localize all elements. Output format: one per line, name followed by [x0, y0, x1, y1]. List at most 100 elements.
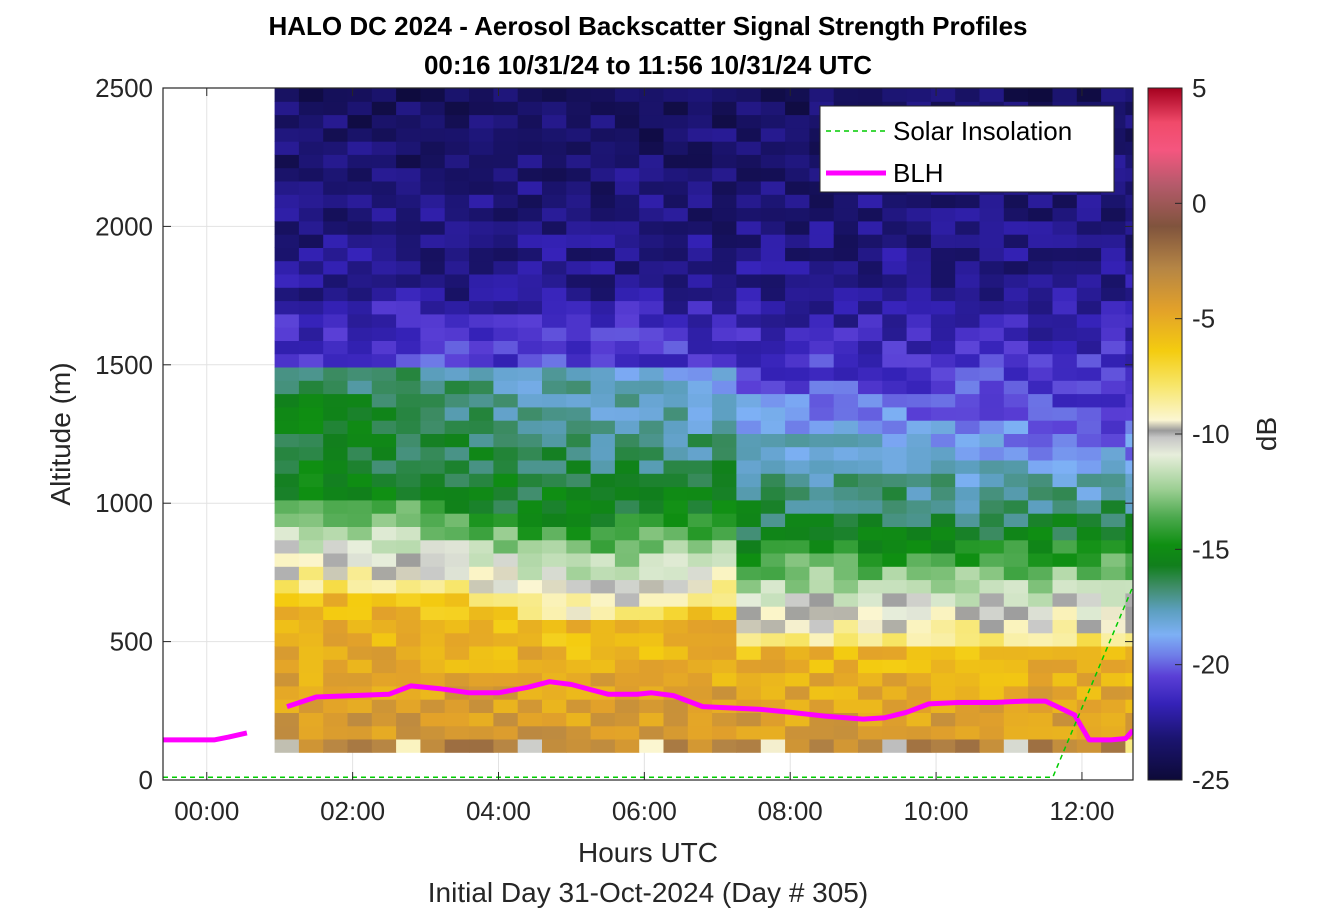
heatmap-cell [785, 632, 810, 647]
heatmap-cell [347, 632, 373, 647]
heatmap-cell [614, 88, 640, 102]
heatmap-cell [396, 632, 421, 647]
heatmap-cell [1101, 632, 1126, 647]
heatmap-cell [1076, 473, 1102, 488]
heatmap-cell [347, 313, 373, 328]
heatmap-cell [347, 327, 373, 341]
heatmap-cell [566, 420, 592, 434]
heatmap-cell [347, 473, 373, 488]
heatmap-cell [1101, 672, 1126, 687]
heatmap-cell [736, 274, 762, 288]
heatmap-cell [590, 446, 616, 461]
heatmap-cell [760, 526, 786, 541]
heatmap-cell [1028, 234, 1053, 248]
heatmap-cell [614, 101, 640, 116]
heatmap-cell [614, 406, 640, 421]
heatmap-cell [930, 539, 956, 554]
heatmap-cell [906, 313, 932, 328]
heatmap-cell [955, 566, 980, 581]
heatmap-cell [882, 287, 908, 302]
heatmap-cell [542, 420, 567, 434]
heatmap-cell [396, 725, 421, 740]
heatmap-cell [1052, 88, 1078, 102]
heatmap-cell [639, 367, 664, 381]
heatmap-cell [298, 287, 324, 302]
heatmap-cell [444, 473, 470, 488]
heatmap-cell [712, 406, 737, 421]
heatmap-cell [469, 592, 494, 607]
heatmap-cell [542, 460, 567, 474]
heatmap-cell [639, 420, 664, 434]
heatmap-cell [930, 380, 956, 395]
heatmap-cell [1003, 499, 1029, 514]
heatmap-cell [1101, 313, 1126, 328]
heatmap-cell [663, 274, 689, 288]
heatmap-cell [1076, 699, 1102, 713]
heatmap-cell [420, 539, 446, 554]
heatmap-cell [979, 659, 1005, 674]
heatmap-cell [785, 646, 810, 660]
heatmap-cell [663, 141, 689, 155]
heatmap-cell [1101, 433, 1126, 448]
heatmap-cell [785, 725, 810, 740]
heatmap-cell [298, 566, 324, 581]
heatmap-cell [274, 353, 300, 368]
heatmap-cell [274, 313, 300, 328]
heatmap-cell [736, 739, 762, 753]
heatmap-cell [493, 274, 519, 288]
heatmap-cell [663, 234, 689, 248]
heatmap-cell [979, 393, 1005, 408]
heatmap-cell [493, 327, 519, 341]
heatmap-cell [712, 114, 737, 129]
heatmap-cell [712, 353, 737, 368]
heatmap-cell [785, 539, 810, 554]
heatmap-cell [371, 393, 397, 408]
heatmap-cell [1125, 340, 1133, 355]
heatmap-cell [517, 393, 543, 408]
heatmap-cell [663, 712, 689, 727]
heatmap-cell [663, 167, 689, 182]
heatmap-cell [444, 513, 470, 527]
heatmap-cell [663, 127, 689, 142]
heatmap-cell [687, 367, 713, 381]
heatmap-cell [517, 300, 543, 315]
heatmap-cell [979, 207, 1005, 222]
heatmap-cell [1076, 247, 1102, 262]
heatmap-cell [298, 340, 324, 355]
heatmap-cell [639, 433, 664, 448]
heatmap-cell [469, 526, 494, 541]
heatmap-cell [760, 659, 786, 674]
heatmap-cell [444, 646, 470, 660]
heatmap-cell [663, 579, 689, 594]
heatmap-cell [955, 473, 980, 488]
heatmap-cell [785, 592, 810, 607]
heatmap-cell [396, 313, 421, 328]
heatmap-cell [420, 313, 446, 328]
heatmap-cell [712, 672, 737, 687]
heatmap-cell [687, 380, 713, 395]
heatmap-cell [1052, 406, 1078, 421]
heatmap-cell [663, 88, 689, 102]
heatmap-cell [371, 234, 397, 248]
heatmap-cell [930, 367, 956, 381]
heatmap-cell [736, 406, 762, 421]
heatmap-cell [882, 739, 908, 753]
heatmap-cell [493, 167, 519, 182]
heatmap-cell [347, 101, 373, 116]
heatmap-cell [979, 526, 1005, 541]
heatmap-cell [833, 725, 859, 740]
heatmap-cell [1028, 725, 1053, 740]
heatmap-cell [906, 685, 932, 700]
heatmap-cell [1076, 420, 1102, 434]
heatmap-cell [1125, 114, 1133, 129]
heatmap-cell [323, 380, 348, 395]
heatmap-cell [1125, 553, 1133, 567]
heatmap-cell [566, 207, 592, 222]
heatmap-cell [1125, 380, 1133, 395]
heatmap-cell [687, 274, 713, 288]
heatmap-cell [760, 632, 786, 647]
heatmap-cell [930, 579, 956, 594]
heatmap-cell [517, 327, 543, 341]
heatmap-cell [614, 234, 640, 248]
heatmap-cell [1125, 433, 1133, 448]
